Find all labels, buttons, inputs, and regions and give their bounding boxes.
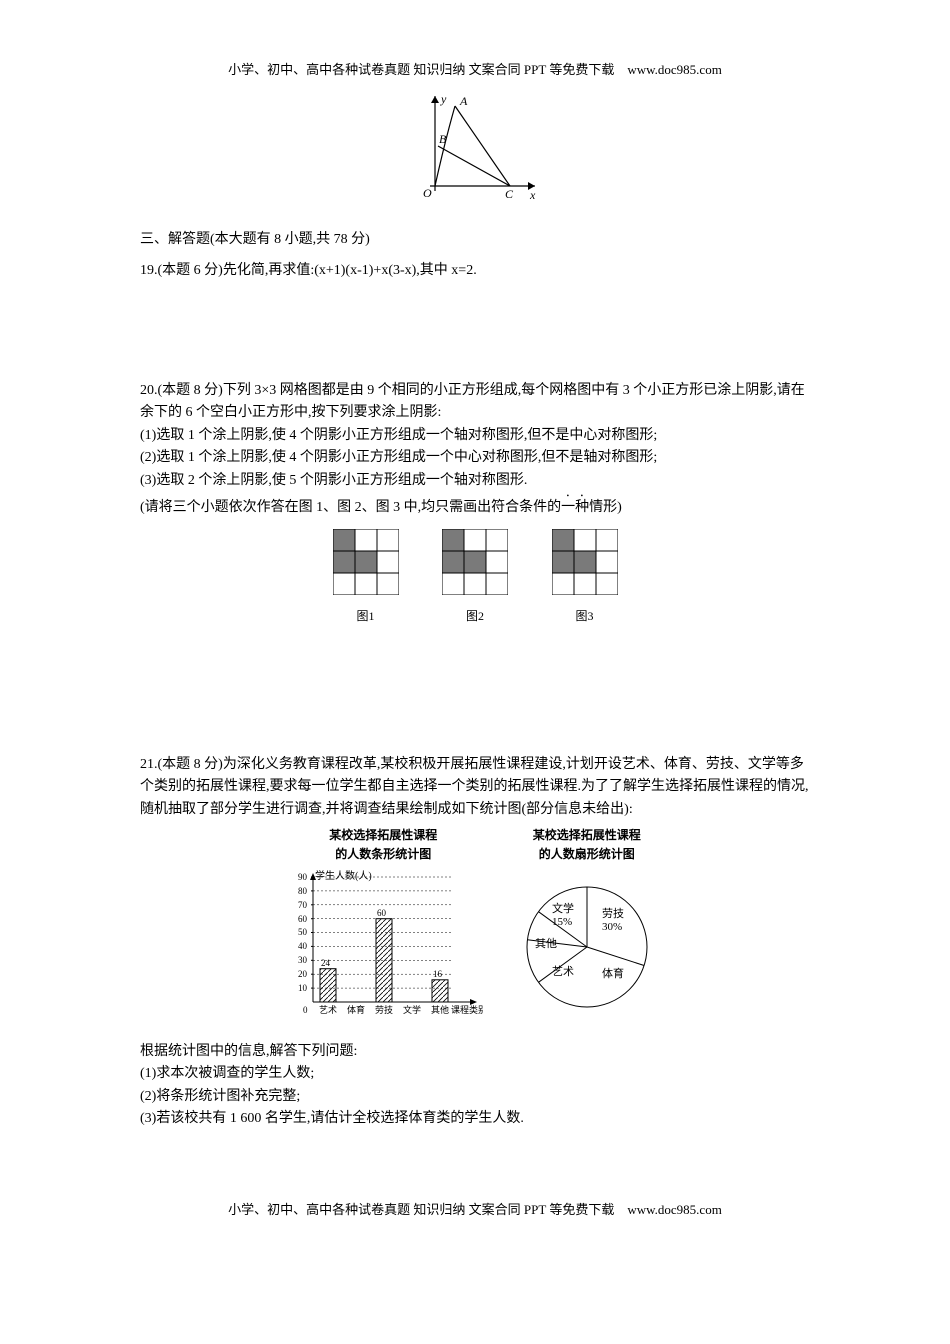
svg-text:体育: 体育	[602, 966, 624, 980]
svg-text:20: 20	[298, 969, 308, 979]
svg-text:文学: 文学	[552, 901, 574, 915]
question-20-p2: (2)选取 1 个涂上阴影,使 4 个阴影小正方形组成一个中心对称图形,但不是轴…	[140, 447, 810, 469]
grid-1	[333, 529, 399, 595]
label-C: C	[505, 187, 514, 201]
svg-text:艺术: 艺术	[319, 1004, 337, 1015]
grid-figures: 图1 图2 图3	[140, 529, 810, 626]
question-20-p3: (3)选取 2 个涂上阴影,使 5 个阴影小正方形组成一个轴对称图形.	[140, 470, 810, 492]
q21-post: 根据统计图中的信息,解答下列问题:	[140, 1041, 810, 1063]
grid-2-label: 图2	[442, 607, 508, 626]
label-B: B	[439, 132, 447, 146]
label-x: x	[529, 188, 536, 201]
question-20-intro: 20.(本题 8 分)下列 3×3 网格图都是由 9 个相同的小正方形组成,每个…	[140, 380, 810, 425]
svg-text:16: 16	[433, 969, 443, 979]
svg-text:文学: 文学	[403, 1004, 421, 1015]
section-3-title: 三、解答题(本大题有 8 小题,共 78 分)	[140, 229, 810, 251]
svg-text:体育: 体育	[347, 1004, 365, 1015]
svg-text:艺术: 艺术	[552, 965, 574, 978]
bar-chart: 某校选择拓展性课程的人数条形统计图 学生人数(人) 10 20 30 40 50	[283, 826, 483, 1036]
svg-text:60: 60	[298, 914, 308, 924]
charts: 某校选择拓展性课程的人数条形统计图 学生人数(人) 10 20 30 40 50	[140, 826, 810, 1036]
svg-text:50: 50	[298, 927, 308, 937]
svg-text:40: 40	[298, 941, 308, 951]
grid-1-label: 图1	[333, 607, 399, 626]
question-21-p2: (2)将条形统计图补充完整;	[140, 1086, 810, 1108]
svg-text:24: 24	[321, 958, 331, 968]
label-A: A	[459, 94, 468, 108]
svg-text:课程类别: 课程类别	[451, 1004, 483, 1015]
svg-text:10: 10	[298, 983, 308, 993]
label-y: y	[440, 92, 447, 106]
question-20-note: (请将三个小题依次作答在图 1、图 2、图 3 中,均只需画出符合条件的一种情形…	[140, 492, 810, 519]
svg-text:其他: 其他	[535, 937, 557, 950]
grid-3-label: 图3	[552, 607, 618, 626]
svg-text:30: 30	[298, 955, 308, 965]
question-21-intro: 21.(本题 8 分)为深化义务教育课程改革,某校积极开展拓展性课程建设,计划开…	[140, 754, 810, 821]
svg-text:30%: 30%	[602, 921, 622, 933]
svg-text:0: 0	[303, 1005, 308, 1015]
grid-3	[552, 529, 618, 595]
label-O: O	[423, 186, 432, 200]
svg-text:其他: 其他	[431, 1004, 449, 1015]
question-21-p3: (3)若该校共有 1 600 名学生,请估计全校选择体育类的学生人数.	[140, 1108, 810, 1130]
svg-text:60: 60	[377, 908, 387, 918]
question-21-p1: (1)求本次被调查的学生人数;	[140, 1063, 810, 1085]
svg-text:80: 80	[298, 886, 308, 896]
svg-text:70: 70	[298, 900, 308, 910]
grid-2	[442, 529, 508, 595]
page-header: 小学、初中、高中各种试卷真题 知识归纳 文案合同 PPT 等免费下载 www.d…	[140, 60, 810, 81]
question-19: 19.(本题 6 分)先化简,再求值:(x+1)(x-1)+x(3-x),其中 …	[140, 260, 810, 282]
question-20-p1: (1)选取 1 个涂上阴影,使 4 个阴影小正方形组成一个轴对称图形,但不是中心…	[140, 425, 810, 447]
svg-text:劳技: 劳技	[375, 1004, 393, 1015]
pie-chart: 某校选择拓展性课程的人数扇形统计图 文学 15% 劳技 30%	[507, 826, 667, 1036]
page-footer: 小学、初中、高中各种试卷真题 知识归纳 文案合同 PPT 等免费下载 www.d…	[140, 1200, 810, 1221]
figure-18: A B C O x y	[140, 91, 810, 209]
svg-text:劳技: 劳技	[602, 907, 624, 920]
svg-text:学生人数(人): 学生人数(人)	[315, 869, 372, 882]
svg-text:15%: 15%	[552, 916, 572, 928]
svg-text:90: 90	[298, 872, 308, 882]
